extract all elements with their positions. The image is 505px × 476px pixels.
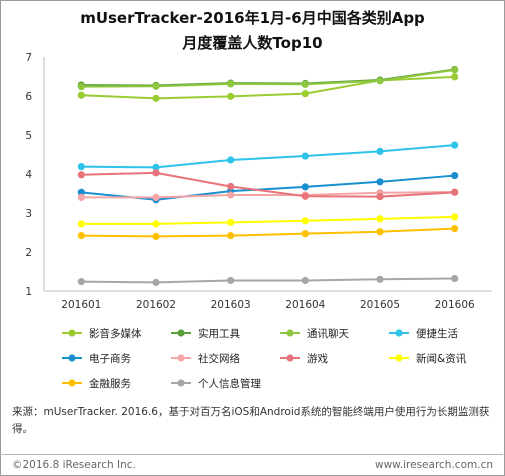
- data-point-series-4: [301, 152, 309, 160]
- data-point-series-6: [152, 193, 160, 201]
- legend-marker-8: [395, 354, 403, 362]
- x-tick-label: 201601: [61, 299, 101, 311]
- x-tick-label: 201604: [285, 299, 325, 311]
- legend-marker-7: [286, 354, 294, 362]
- y-tick-label: 3: [25, 208, 32, 220]
- chart-title-line-1: mUserTracker-2016年1月-6月中国各类别App: [80, 9, 425, 27]
- legend-label-1: 影音多媒体: [89, 327, 142, 340]
- data-point-series-9: [227, 232, 235, 240]
- data-point-series-4: [77, 162, 85, 171]
- data-point-series-7: [152, 169, 160, 177]
- data-point-series-4: [152, 163, 160, 171]
- website-link[interactable]: www.iresearch.com.cn: [374, 459, 493, 471]
- data-point-series-10: [152, 278, 160, 287]
- data-point-series-9: [376, 228, 384, 236]
- data-point-series-9: [301, 230, 309, 238]
- data-point-series-1: [227, 92, 235, 100]
- footer-divider: [0, 454, 503, 455]
- data-point-series-10: [77, 278, 85, 286]
- data-point-series-3: [301, 80, 309, 88]
- data-point-series-9: [77, 232, 85, 240]
- series-line-4: [81, 144, 455, 169]
- data-point-series-5: [376, 178, 384, 186]
- data-point-series-4: [376, 147, 384, 155]
- data-point-series-4: [451, 141, 459, 149]
- data-point-series-9: [451, 225, 459, 233]
- legend-marker-5: [68, 354, 76, 362]
- data-point-series-7: [301, 192, 309, 200]
- legend-label-6: 社交网络: [198, 352, 240, 365]
- legend-label-5: 电子商务: [89, 352, 131, 365]
- data-point-series-1: [301, 90, 309, 98]
- legend-marker-2: [177, 329, 185, 337]
- data-point-series-8: [227, 218, 235, 226]
- data-point-series-1: [451, 73, 459, 81]
- line-chart: 1 2 3 4 5 6 7 201601 201602 201603 201604 201605 201…: [25, 52, 492, 390]
- series-line-1: [81, 75, 455, 100]
- legend-marker-3: [286, 329, 294, 337]
- series-line-8: [81, 215, 455, 225]
- data-point-series-8: [77, 220, 85, 228]
- data-point-series-7: [376, 193, 384, 201]
- legend-label-2: 实用工具: [198, 327, 240, 340]
- data-point-series-5: [301, 183, 309, 191]
- chart-title-line-2: 月度覆盖人数Top10: [182, 34, 323, 52]
- data-point-series-8: [152, 220, 160, 228]
- x-tick-label: 201602: [136, 299, 176, 311]
- data-point-series-3: [77, 83, 85, 91]
- data-point-series-4: [227, 156, 235, 164]
- data-point-series-10: [451, 274, 459, 283]
- y-tick-label: 7: [25, 52, 32, 64]
- data-point-series-5: [77, 188, 85, 196]
- legend-label-10: 个人信息管理: [198, 377, 261, 390]
- legend-label-7: 游戏: [307, 352, 328, 365]
- series-line-7: [81, 171, 455, 198]
- data-point-series-7: [227, 182, 235, 191]
- legend-marker-6: [177, 354, 185, 362]
- source-note: 来源：mUserTracker. 2016.6，基于对百万名iOS和Androi…: [12, 406, 490, 435]
- x-tick-label: 201603: [211, 299, 251, 311]
- x-tick-label: 201605: [360, 299, 400, 311]
- y-tick-label: 5: [25, 130, 32, 142]
- legend-marker-9: [68, 379, 76, 387]
- legend-marker-1: [68, 329, 76, 337]
- y-tick-label: 1: [25, 286, 32, 298]
- legend-marker-10: [177, 379, 185, 387]
- y-tick-label: 2: [25, 247, 32, 259]
- legend-label-8: 新闻&资讯: [416, 352, 467, 365]
- copyright-text: ©2016.8 iResearch Inc.: [12, 459, 136, 471]
- series-line-6: [81, 190, 455, 199]
- legend-marker-4: [395, 329, 403, 337]
- data-point-series-5: [451, 171, 459, 180]
- data-point-series-3: [227, 80, 235, 88]
- legend-label-9: 金融服务: [89, 377, 131, 390]
- data-point-series-1: [77, 91, 85, 99]
- data-point-series-1: [152, 94, 160, 102]
- series-line-10: [81, 277, 455, 284]
- y-tick-label: 6: [25, 91, 32, 103]
- data-point-series-8: [376, 215, 384, 223]
- data-point-series-8: [301, 217, 309, 225]
- legend-label-4: 便捷生活: [416, 327, 458, 340]
- data-point-series-6: [77, 193, 85, 201]
- data-point-series-3: [376, 77, 384, 85]
- data-point-series-8: [451, 213, 459, 221]
- series-line-9: [81, 227, 455, 238]
- y-tick-label: 4: [25, 169, 32, 181]
- series-line-3: [81, 68, 455, 88]
- data-point-series-3: [451, 66, 459, 74]
- legend-label-3: 通讯聊天: [307, 327, 349, 340]
- data-point-series-10: [301, 276, 309, 285]
- series-line-5: [81, 174, 455, 201]
- data-point-series-7: [451, 188, 459, 196]
- x-tick-label: 201606: [435, 299, 475, 311]
- data-point-series-7: [77, 171, 85, 179]
- data-point-series-10: [376, 275, 384, 283]
- data-point-series-6: [227, 191, 235, 199]
- data-point-series-10: [227, 276, 235, 285]
- data-point-series-3: [152, 82, 160, 90]
- data-point-series-9: [152, 232, 160, 240]
